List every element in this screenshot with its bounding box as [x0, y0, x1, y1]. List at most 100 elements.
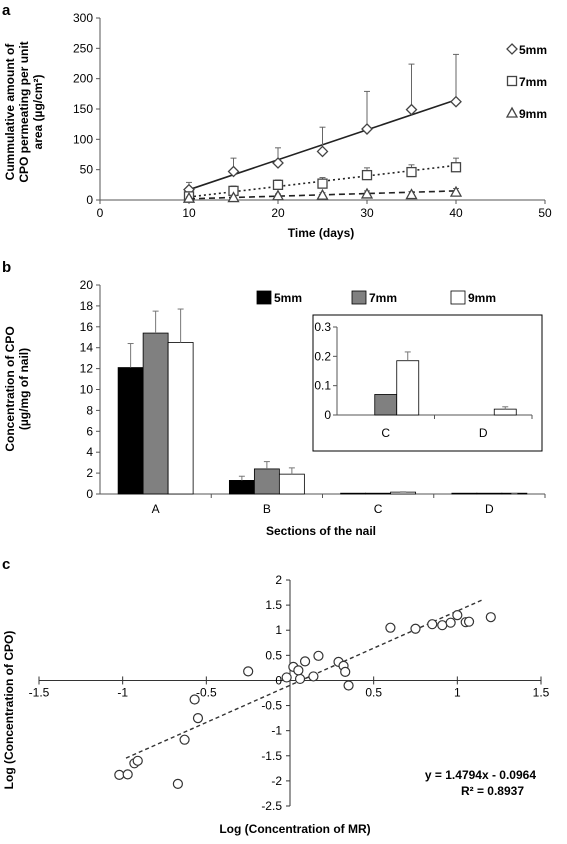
chart-b-category-label: A — [152, 502, 160, 516]
chart-b-bar-9mm-B — [278, 473, 305, 495]
chart-b-ytick-label: 6 — [86, 424, 93, 438]
chart-c-point — [132, 755, 143, 766]
chart-c-point — [445, 617, 456, 628]
chart-b-legend-label-5mm: 5mm — [274, 291, 302, 305]
chart-a-ylabel-line1: Cummulative amount of — [3, 43, 17, 181]
chart-a-point-7mm — [272, 179, 284, 190]
chart-b-bar-5mm-B — [228, 480, 255, 495]
chart-a-ytick-label: 0 — [86, 193, 93, 207]
chart-a-point-9mm — [360, 187, 374, 199]
chart-a-xtick-label: 10 — [182, 206, 196, 220]
chart-b-legend-label-7mm: 7mm — [369, 291, 397, 305]
chart-a-legend-label-9mm: 9mm — [519, 107, 547, 121]
chart-b-ytick-label: 0 — [86, 487, 93, 501]
chart-a-point-9mm — [405, 188, 418, 200]
chart-c-point — [243, 666, 254, 677]
chart-b-ytick-label: 8 — [86, 403, 93, 417]
chart-b-bar-7mm-B — [253, 468, 280, 495]
chart-a-point-5mm — [405, 103, 418, 116]
chart-b-ytick-label: 2 — [86, 466, 93, 480]
chart-c-point — [308, 671, 319, 682]
chart-c-ytick-label: -1.5 — [261, 749, 282, 763]
chart-c-point — [294, 673, 306, 685]
chart-a-xlabel: Time (days) — [288, 226, 354, 240]
chart-c-ytick-label: -2.5 — [261, 799, 282, 813]
chart-b-category-label: C — [374, 502, 383, 516]
chart-b-ytick-label: 18 — [80, 299, 94, 313]
chart-a-point-9mm — [271, 189, 285, 201]
chart-b-category-label: D — [485, 502, 494, 516]
chart-b-legend-label-9mm: 9mm — [468, 291, 496, 305]
chart-c-ytick-label: 1.5 — [265, 598, 282, 612]
chart-c-point — [293, 665, 304, 676]
chart-b: Sections of the nail Concentration of CP… — [3, 278, 546, 538]
chart-c-point — [192, 713, 204, 724]
chart-a-xtick-label: 40 — [449, 206, 463, 220]
chart-a-point-5mm — [272, 157, 284, 169]
chart-c-fit-line — [125, 599, 483, 759]
chart-b-bar-9mm-C — [390, 491, 417, 495]
chart-b-ytick-label: 4 — [86, 445, 93, 459]
chart-c-ytick-label: 1 — [275, 623, 282, 637]
chart-b-ytick-label: 14 — [80, 341, 94, 355]
chart-b-inset-ytick-label: 0.3 — [314, 320, 331, 334]
chart-c-point — [172, 778, 183, 790]
chart-c-point — [313, 650, 324, 661]
chart-a-ytick-label: 150 — [73, 102, 93, 116]
chart-a-point-7mm — [317, 178, 328, 189]
chart-c-point — [179, 734, 190, 745]
chart-c-xtick-label: -1.5 — [29, 685, 50, 699]
chart-c-point — [340, 666, 351, 678]
chart-c-r-squared: R² = 0.8937 — [461, 784, 524, 798]
chart-a-legend-label-5mm: 5mm — [519, 43, 547, 57]
chart-b-inset-frame — [312, 314, 543, 452]
chart-a-xtick-label: 50 — [538, 206, 552, 220]
chart-b-bar-7mm-D — [476, 492, 503, 495]
chart-a-xtick-label: 30 — [360, 206, 374, 220]
chart-c-point — [189, 694, 200, 705]
chart-c-point — [463, 616, 475, 627]
chart-a-point-5mm — [361, 123, 373, 135]
chart-b-bar-5mm-D — [451, 492, 478, 495]
chart-a-point-9mm — [227, 191, 240, 203]
chart-b-legend-swatch-9mm — [450, 290, 466, 305]
chart-a-point-5mm — [316, 145, 329, 158]
chart-c-point — [452, 610, 463, 621]
chart-b-ytick-label: 10 — [80, 383, 94, 397]
chart-c-ytick-label: 0.5 — [265, 648, 282, 662]
chart-b-bar-9mm-A — [167, 342, 194, 495]
chart-b-legend-swatch-7mm — [351, 290, 367, 305]
chart-b-category-label: B — [263, 502, 271, 516]
chart-a-point-5mm — [227, 165, 240, 178]
chart-a-legend-marker-9mm — [505, 106, 519, 118]
chart-a-legend-label-7mm: 7mm — [519, 75, 547, 89]
chart-c-ytick-label: -0.5 — [261, 699, 282, 713]
chart-b-bar-7mm-C — [365, 492, 392, 495]
chart-b-legend-swatch-5mm — [256, 290, 272, 305]
chart-c-xtick-label: 1.5 — [533, 685, 550, 699]
chart-b-inset-bar-9mm-C — [396, 360, 420, 416]
chart-a-legend-marker-7mm — [506, 75, 518, 87]
chart-c-xtick-label: 0.5 — [365, 685, 382, 699]
chart-b-inset-ytick-label: 0.2 — [314, 349, 331, 363]
chart-b-inset-ytick-label: 0.1 — [314, 379, 331, 393]
chart-a-point-9mm — [449, 185, 463, 197]
chart-b-ytick-label: 12 — [80, 362, 94, 376]
chart-b-inset-category-label: C — [381, 426, 390, 440]
chart-a-ytick-label: 50 — [80, 163, 94, 177]
chart-a-point-7mm — [450, 162, 462, 173]
chart-c-point — [281, 672, 292, 683]
chart-c-ytick-label: -2 — [271, 774, 282, 788]
chart-c-point — [485, 612, 496, 623]
panel-label-a: a — [2, 2, 11, 19]
chart-a-point-5mm — [450, 95, 462, 108]
chart-b-xlabel: Sections of the nail — [266, 524, 376, 538]
chart-c-point — [385, 622, 396, 633]
chart-b-inset-ytick-label: 0 — [324, 408, 331, 422]
chart-a: Time (days) Cummulative amount of CPO pe… — [3, 11, 552, 240]
chart-c-xtick-label: -1 — [117, 685, 128, 699]
chart-b-inset-bar-7mm-C — [374, 394, 398, 416]
chart-b-inset-bar-9mm-D — [493, 408, 517, 416]
chart-c-point — [437, 620, 448, 631]
chart-c-ylabel: Log (Concentration of CPO) — [2, 631, 16, 790]
